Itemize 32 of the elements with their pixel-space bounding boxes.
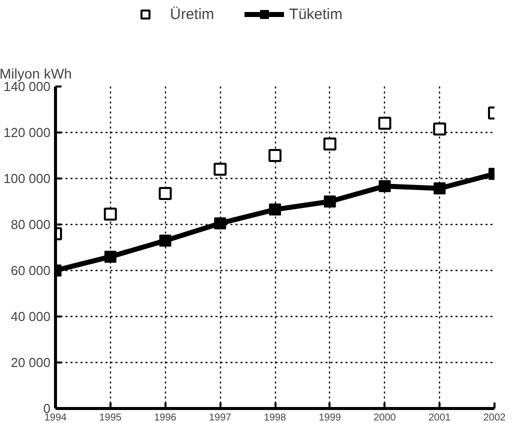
point [268, 149, 282, 162]
point [104, 250, 116, 263]
x-tick-label: 1994 [44, 412, 68, 423]
y-axis-title: Milyon kWh [0, 66, 72, 82]
y-tick-label: 40 000 [10, 309, 51, 324]
legend-label: Üretim [170, 6, 214, 22]
point [324, 196, 336, 208]
point [214, 162, 227, 176]
point [378, 180, 391, 192]
y-tick-label: 80 000 [10, 217, 51, 232]
y-tick-label: 20 000 [10, 355, 51, 370]
point [104, 208, 117, 221]
y-tick-label: 60 000 [10, 263, 51, 278]
point [434, 182, 446, 194]
x-tick-label: 1997 [209, 412, 232, 423]
y-tick-label: 120 000 [4, 125, 51, 140]
x-tick-label: 1999 [318, 412, 342, 423]
point [378, 116, 392, 130]
point [159, 234, 172, 247]
x-tick-label: 2002 [483, 412, 506, 423]
x-tick-label: 1998 [264, 412, 287, 423]
legend-label: Tüketim [289, 6, 343, 22]
point [433, 122, 446, 136]
y-tick-label: 100 000 [4, 171, 51, 186]
x-tick-label: 2000 [374, 412, 396, 423]
point [214, 217, 226, 230]
point [269, 204, 281, 216]
x-tick-label: 2001 [428, 412, 452, 423]
point [158, 186, 172, 200]
x-tick-label: 1996 [154, 412, 177, 423]
point [323, 138, 336, 150]
x-tick-label: 1995 [99, 412, 122, 423]
